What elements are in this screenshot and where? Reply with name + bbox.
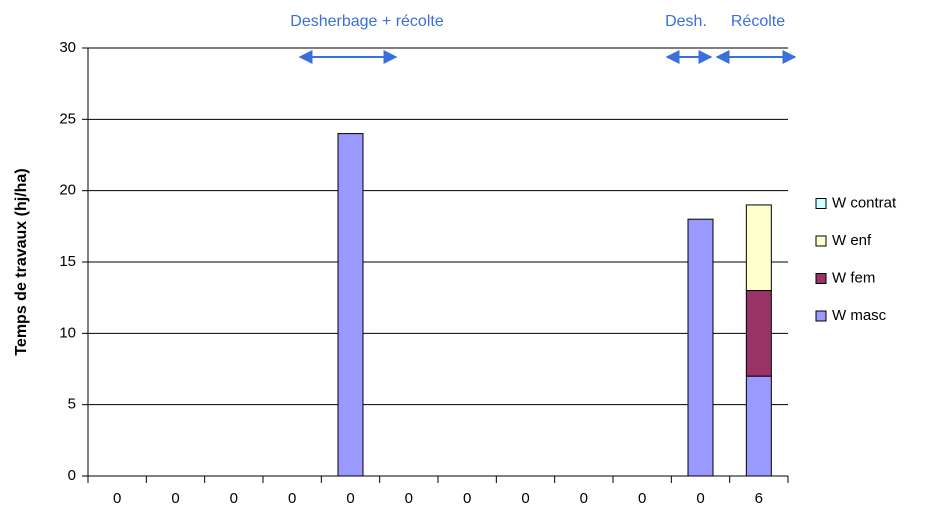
legend-label: W contrat — [832, 194, 897, 211]
x-tick-label: 0 — [113, 490, 121, 507]
bar — [337, 133, 364, 477]
x-tick-label: 6 — [755, 490, 763, 507]
annotation: Desherbage + récolte — [290, 13, 444, 30]
x-tick-label: 0 — [346, 490, 354, 507]
x-tick-label: 0 — [638, 490, 646, 507]
bar — [687, 218, 714, 477]
x-tick-label: 0 — [521, 490, 529, 507]
x-tick-label: 0 — [405, 490, 413, 507]
x-tick-label: 0 — [171, 490, 179, 507]
y-tick-label: 30 — [59, 39, 76, 56]
legend-label: W masc — [832, 307, 887, 324]
x-tick-label: 0 — [463, 490, 471, 507]
legend-swatch — [815, 273, 827, 284]
bar — [745, 375, 772, 477]
legend-swatch — [815, 235, 827, 247]
y-tick-label: 0 — [68, 467, 76, 484]
y-tick-label: 25 — [59, 110, 76, 127]
bar — [745, 290, 772, 377]
bar — [745, 204, 772, 292]
y-tick-label: 10 — [59, 324, 76, 341]
y-tick-label: 15 — [59, 253, 76, 270]
legend-swatch — [815, 310, 827, 322]
annotation: Desh. — [665, 13, 707, 30]
annotation: Récolte — [731, 13, 785, 30]
y-tick-label: 5 — [68, 396, 76, 413]
legend-swatch — [815, 198, 827, 209]
x-tick-label: 0 — [696, 490, 704, 507]
y-axis-label: Temps de travaux (hj/ha) — [13, 168, 30, 355]
legend-label: W fem — [832, 269, 875, 286]
x-tick-label: 0 — [230, 490, 238, 507]
legend-label: W enf — [832, 232, 872, 249]
y-tick-label: 20 — [59, 182, 76, 199]
x-tick-label: 0 — [580, 490, 588, 507]
x-tick-label: 0 — [288, 490, 296, 507]
